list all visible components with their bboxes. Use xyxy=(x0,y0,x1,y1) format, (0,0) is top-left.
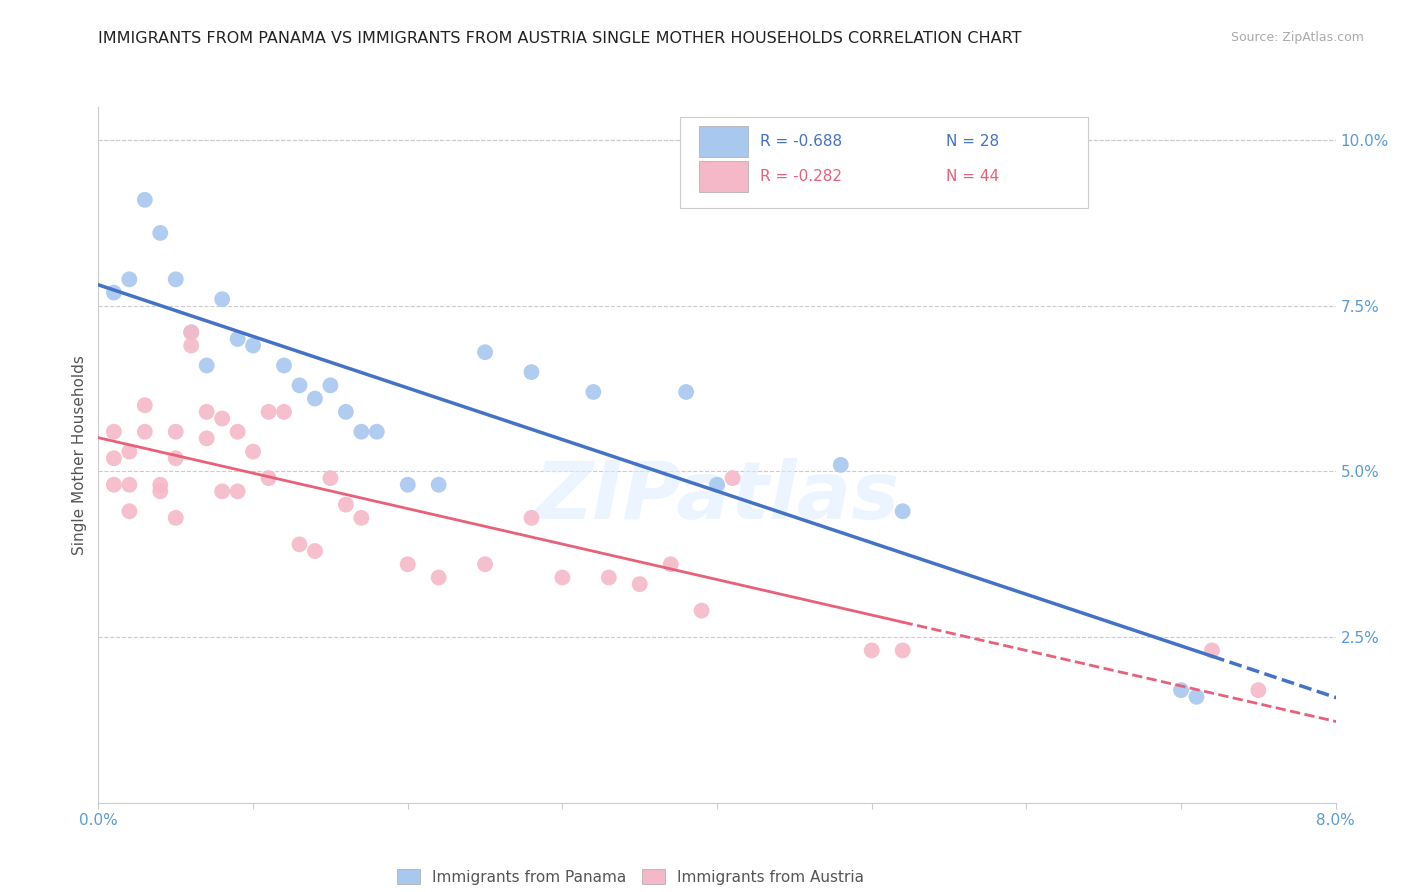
Point xyxy=(273,405,295,419)
Point xyxy=(335,405,357,419)
Point xyxy=(149,484,172,499)
Point xyxy=(226,332,249,346)
Point xyxy=(598,570,620,584)
Text: R = -0.688: R = -0.688 xyxy=(761,135,842,149)
Point xyxy=(675,384,697,399)
Point xyxy=(1247,683,1270,698)
Point xyxy=(582,384,605,399)
Point xyxy=(180,338,202,352)
Point xyxy=(165,272,187,286)
Point xyxy=(628,577,651,591)
Point xyxy=(118,272,141,286)
Y-axis label: Single Mother Households: Single Mother Households xyxy=(72,355,87,555)
Point xyxy=(211,484,233,499)
Point xyxy=(396,558,419,572)
Text: IMMIGRANTS FROM PANAMA VS IMMIGRANTS FROM AUSTRIA SINGLE MOTHER HOUSEHOLDS CORRE: IMMIGRANTS FROM PANAMA VS IMMIGRANTS FRO… xyxy=(98,31,1022,46)
Point xyxy=(118,477,141,491)
Point xyxy=(195,431,218,445)
Point xyxy=(165,425,187,439)
Point xyxy=(103,451,125,466)
Point xyxy=(165,511,187,525)
Point xyxy=(551,570,574,584)
Point xyxy=(706,477,728,491)
Point xyxy=(891,504,914,518)
Point xyxy=(226,484,249,499)
Point xyxy=(103,425,125,439)
Point xyxy=(830,458,852,472)
Point xyxy=(242,444,264,458)
Text: Source: ZipAtlas.com: Source: ZipAtlas.com xyxy=(1230,31,1364,45)
Point xyxy=(180,326,202,340)
Point xyxy=(211,292,233,306)
Point xyxy=(118,504,141,518)
Point xyxy=(180,326,202,340)
Point xyxy=(149,226,172,240)
Point xyxy=(721,471,744,485)
Point xyxy=(520,365,543,379)
Point xyxy=(1185,690,1208,704)
Point xyxy=(396,477,419,491)
Point xyxy=(659,558,682,572)
Point xyxy=(860,643,883,657)
Bar xyxy=(699,126,748,158)
Point xyxy=(350,425,373,439)
Point xyxy=(134,398,156,412)
Point xyxy=(211,411,233,425)
Point xyxy=(195,359,218,373)
Point xyxy=(118,444,141,458)
Point xyxy=(226,425,249,439)
Point xyxy=(195,405,218,419)
Point xyxy=(474,345,496,359)
Point xyxy=(891,643,914,657)
Text: N = 44: N = 44 xyxy=(946,169,1000,184)
Point xyxy=(1170,683,1192,698)
Point xyxy=(149,477,172,491)
Point xyxy=(690,604,713,618)
Point xyxy=(288,537,311,551)
Point xyxy=(1201,643,1223,657)
Point xyxy=(474,558,496,572)
Point xyxy=(273,359,295,373)
Point xyxy=(304,392,326,406)
Point xyxy=(134,425,156,439)
FancyBboxPatch shape xyxy=(681,118,1088,208)
Point xyxy=(242,338,264,352)
Point xyxy=(257,405,280,419)
Bar xyxy=(699,161,748,193)
Point xyxy=(319,471,342,485)
Point xyxy=(335,498,357,512)
Point xyxy=(103,285,125,300)
Point xyxy=(165,451,187,466)
Text: R = -0.282: R = -0.282 xyxy=(761,169,842,184)
Point xyxy=(257,471,280,485)
Legend: Immigrants from Panama, Immigrants from Austria: Immigrants from Panama, Immigrants from … xyxy=(391,863,870,891)
Point xyxy=(304,544,326,558)
Text: N = 28: N = 28 xyxy=(946,135,1000,149)
Text: ZIPatlas: ZIPatlas xyxy=(534,458,900,536)
Point xyxy=(427,570,450,584)
Point xyxy=(134,193,156,207)
Point xyxy=(103,477,125,491)
Point xyxy=(520,511,543,525)
Point xyxy=(350,511,373,525)
Point xyxy=(288,378,311,392)
Point xyxy=(427,477,450,491)
Point xyxy=(319,378,342,392)
Point xyxy=(366,425,388,439)
